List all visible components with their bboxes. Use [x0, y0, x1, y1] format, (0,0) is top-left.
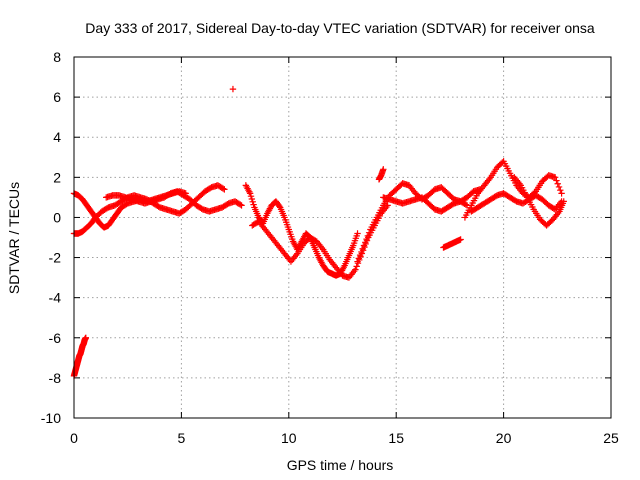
data-point-fill [353, 263, 360, 270]
plot-frame [73, 56, 612, 419]
y-tick-label: 8 [53, 49, 61, 65]
y-tick-label: 4 [53, 129, 61, 145]
chart-title: Day 333 of 2017, Sidereal Day-to-day VTE… [85, 20, 595, 36]
x-tick-label: 10 [281, 430, 297, 446]
series-arc-2 [70, 182, 228, 237]
data-point-fill [248, 195, 256, 203]
data-point [360, 242, 368, 249]
data-point-fill [276, 203, 283, 210]
data-point-fill [247, 192, 255, 200]
x-tick-label: 0 [70, 430, 78, 446]
data-point-fill [554, 180, 561, 187]
data-point-fill [363, 235, 370, 243]
data-point-fill [557, 186, 564, 194]
x-tick-label: 25 [603, 430, 619, 446]
data-point-fill [356, 251, 364, 259]
series-outlier [229, 85, 237, 93]
series-arc-12 [375, 166, 387, 183]
data-point-fill [555, 183, 563, 191]
data-point [457, 236, 464, 243]
y-tick-label: -10 [41, 410, 61, 426]
data-point [380, 166, 387, 173]
data-point [558, 190, 565, 197]
series-arc-3 [103, 188, 245, 215]
data-point-fill [249, 198, 256, 206]
y-tick-label: 2 [53, 169, 61, 185]
x-axis-label: GPS time / hours [287, 457, 394, 473]
y-tick-label: -4 [49, 290, 62, 306]
y-tick-label: 0 [53, 209, 61, 225]
data-point-fill [365, 229, 373, 236]
data-point [352, 266, 359, 273]
y-tick-label: -2 [49, 250, 62, 266]
data-point [246, 190, 254, 197]
y-tick-label: -8 [49, 370, 62, 386]
y-tick-label: 6 [53, 89, 61, 105]
data-point [82, 334, 90, 341]
y-axis-label: SDTVAR / TECUs [6, 182, 22, 294]
axis-ticks: 0 5 10 15 20 25 -10 -8 -6 -4 -2 0 2 4 6 8 [41, 49, 619, 446]
series-arc-7 [380, 194, 471, 215]
data-point-fill [359, 245, 366, 252]
series-arc-early-drop [70, 334, 90, 380]
data-point-fill [355, 255, 363, 262]
data-point [354, 230, 361, 237]
data-point [354, 258, 361, 265]
data-point-fill [250, 201, 257, 208]
series-arc-11 [511, 174, 567, 229]
series-arc-5 [249, 202, 391, 281]
x-tick-label: 20 [496, 430, 512, 446]
data-point-fill [358, 248, 365, 256]
series-arc-8 [440, 236, 464, 251]
data-point-fill [362, 239, 369, 246]
data-point [221, 186, 228, 193]
data-point-fill [553, 177, 560, 184]
x-tick-label: 15 [388, 430, 404, 446]
data-point [238, 202, 245, 209]
data-point [229, 85, 237, 93]
data-point-fill [219, 185, 227, 192]
data-point [551, 174, 559, 181]
data-point-fill [364, 232, 372, 240]
grid-lines [74, 57, 611, 418]
x-tick-label: 5 [178, 430, 186, 446]
data-point [560, 198, 567, 205]
data-points [70, 85, 567, 380]
y-tick-label: -6 [49, 330, 62, 346]
data-point-fill [237, 201, 244, 208]
data-point-fill [462, 201, 469, 208]
